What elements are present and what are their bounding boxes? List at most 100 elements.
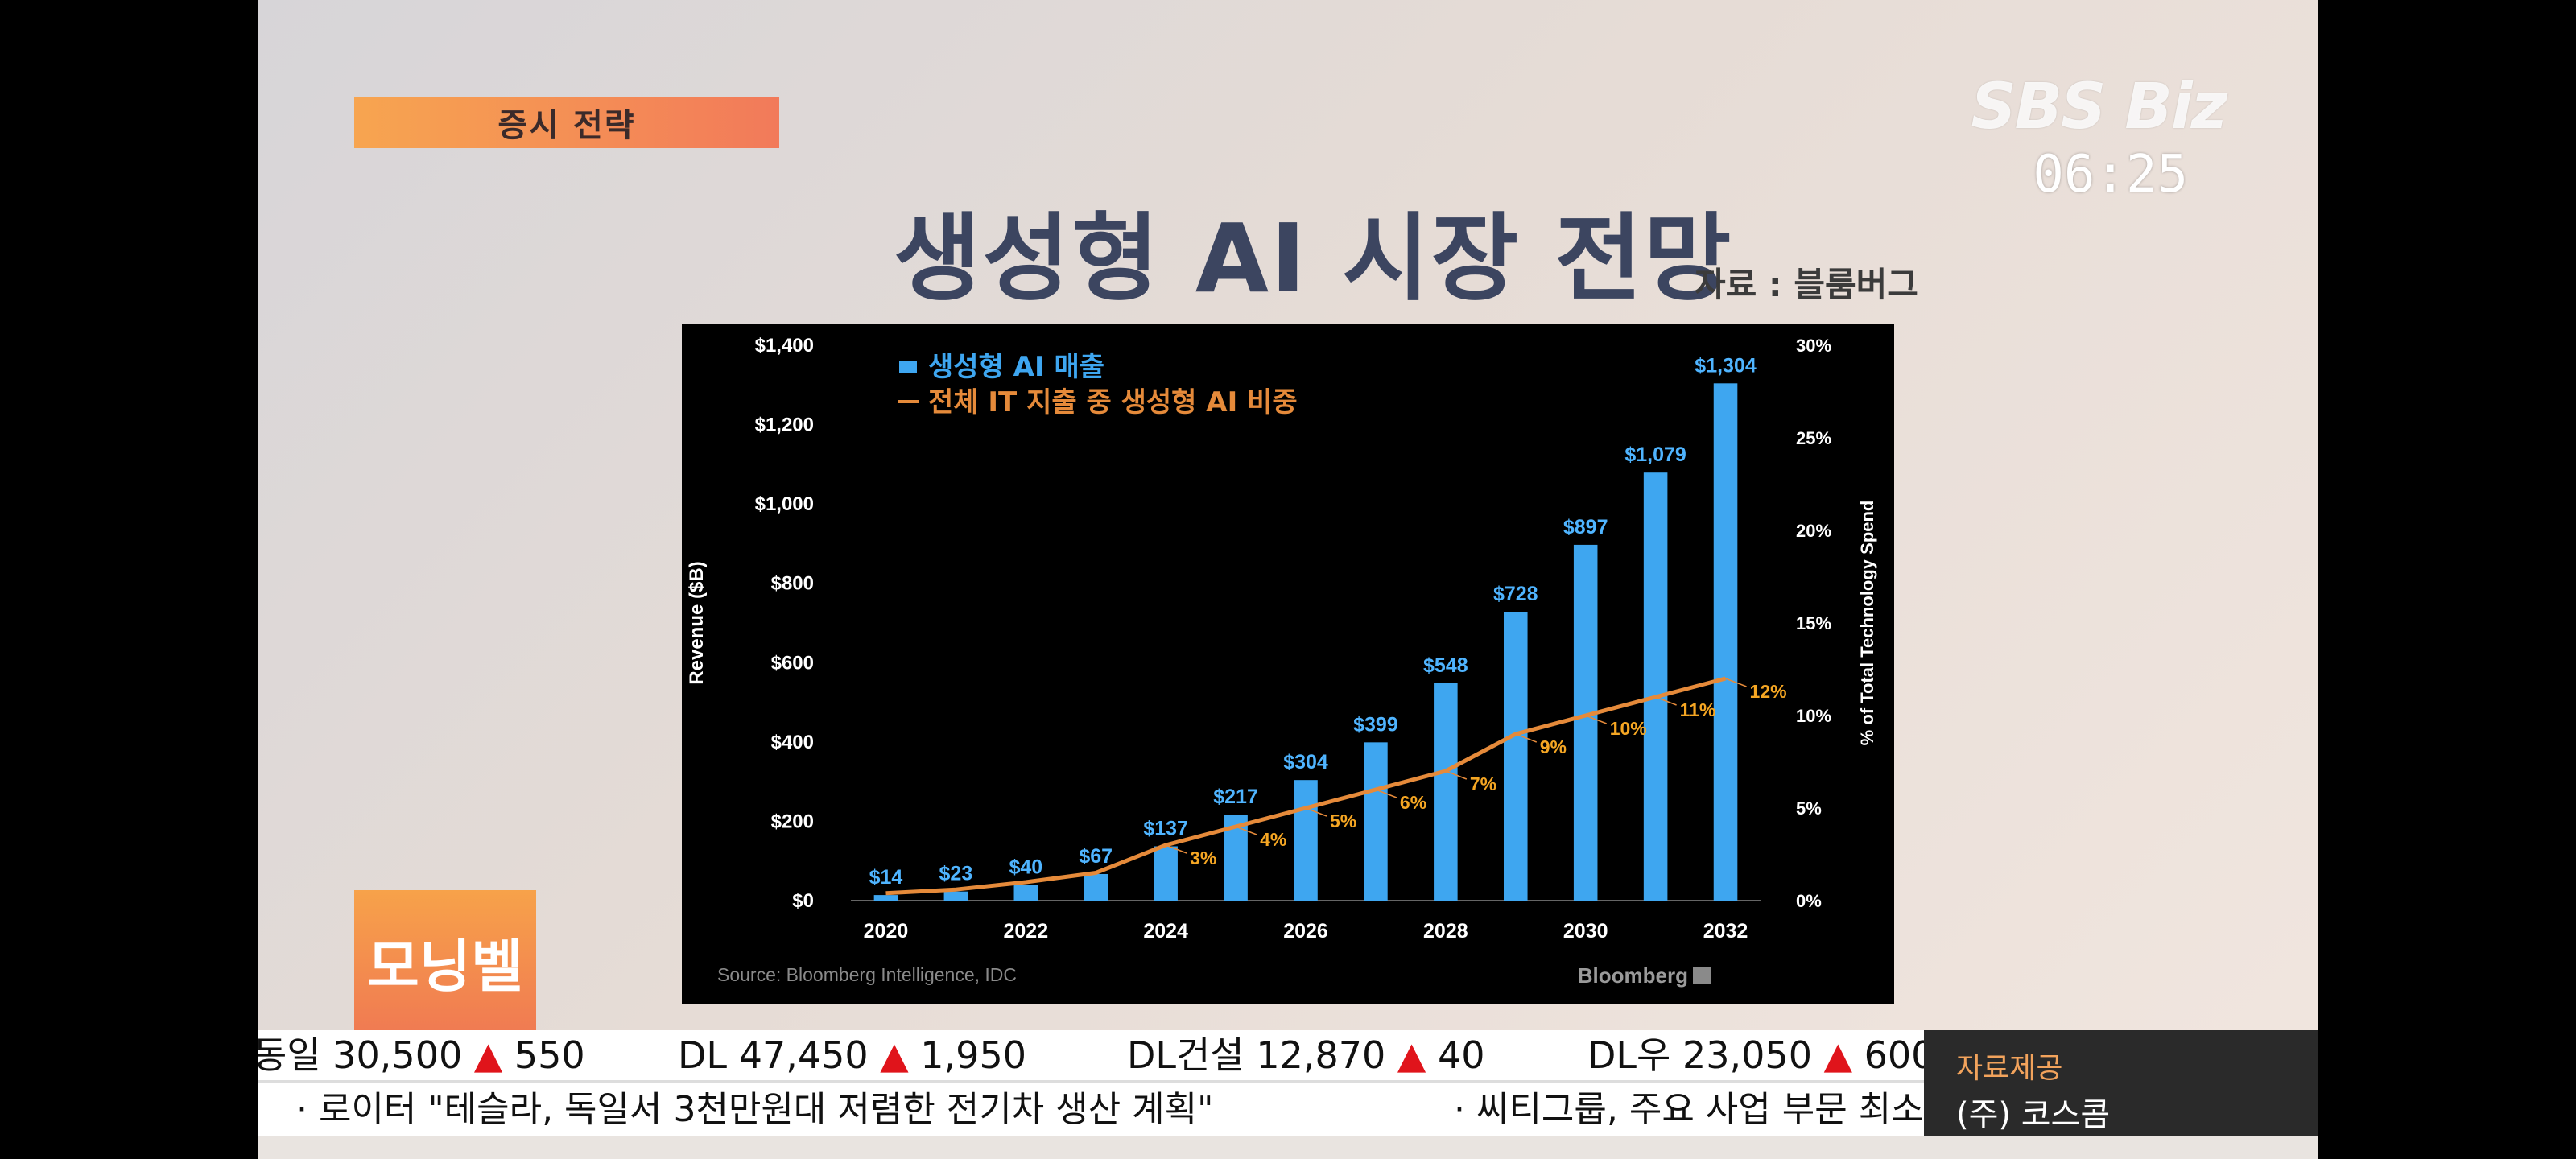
program-badge: 모닝벨: [354, 890, 536, 1033]
ticker-price: 30,500: [332, 1033, 463, 1077]
legend-line-label: 전체 IT 지출 중 생성형 AI 비중: [928, 386, 1298, 419]
line-label-leader: [1305, 807, 1327, 817]
bar-value-label: $14: [869, 866, 903, 889]
source-note: 자료 : 블룸버그: [1695, 265, 1918, 304]
line-value-label: 5%: [1330, 810, 1356, 831]
news-headline: · 씨티그룹, 주요 사업 부문 최소: [1454, 1089, 1924, 1130]
ticker-name: DL건설: [1127, 1033, 1245, 1077]
ticker-name: 동일: [258, 1033, 321, 1077]
bar-2024: [1154, 846, 1178, 901]
line-label-leader: [1585, 715, 1607, 724]
y-tick-label: $200: [771, 810, 814, 832]
line-value-label: 3%: [1190, 848, 1216, 868]
y-tick-label: $1,000: [755, 493, 814, 515]
ticker-change: 550: [514, 1033, 585, 1077]
bar-value-label: $217: [1213, 786, 1258, 808]
bottom-strip: [258, 1136, 2318, 1159]
ticker-item: 동일 30,500 ▲ 550: [258, 1030, 585, 1080]
bar-value-label: $137: [1143, 817, 1188, 839]
bar-2026: [1294, 780, 1318, 901]
provider-label: 자료제공: [1956, 1052, 2063, 1085]
up-arrow-icon: ▲: [1397, 1033, 1426, 1077]
line-label-leader: [1235, 826, 1257, 835]
x-tick-label: 2030: [1563, 920, 1608, 942]
y2-axis-title: % of Total Technology Spend: [1857, 501, 1877, 746]
bar-2029: [1503, 612, 1528, 901]
line-value-label: 11%: [1680, 699, 1716, 720]
line-value-label: 12%: [1750, 681, 1787, 702]
broadcast-clock: 06:25: [2033, 145, 2188, 204]
x-tick-label: 2020: [864, 920, 909, 942]
bar-2021: [943, 891, 968, 901]
bar-value-label: $548: [1423, 654, 1468, 677]
chart-panel: $0 $200 $400 $600 $800 $1,000 $1,200 $1,400 0% 5%…: [682, 324, 1894, 1004]
ticker-item: DL 47,450 ▲ 1,950: [678, 1030, 1026, 1080]
bar-value-label: $1,304: [1695, 354, 1757, 377]
bar-value-label: $897: [1563, 516, 1608, 538]
legend-bar-label: 생성형 AI 매출: [928, 351, 1104, 383]
data-provider-box: 자료제공 (주) 코스콤: [1924, 1030, 2318, 1136]
y2-tick-label: 30%: [1796, 336, 1831, 356]
bar-2020: [873, 895, 898, 901]
stock-ticker: 동일 30,500 ▲ 550 DL 47,450 ▲ 1,950 DL건설 1…: [258, 1030, 1924, 1080]
ticker-change: 1,950: [920, 1033, 1026, 1077]
bar-value-label: $40: [1009, 856, 1042, 878]
ticker-item: DL우 23,050 ▲ 600: [1587, 1030, 1924, 1080]
line-value-label: 10%: [1610, 718, 1647, 739]
bar-value-label: $23: [939, 863, 973, 885]
legend-bar-swatch: [899, 361, 917, 373]
provider-name: (주) 코스콤: [1956, 1096, 2111, 1133]
y-tick-label: $0: [792, 890, 814, 912]
segment-tag: 증시 전략: [354, 97, 779, 148]
line-value-label: 6%: [1400, 792, 1426, 813]
y-tick-label: $1,200: [755, 415, 814, 436]
up-arrow-icon: ▲: [1823, 1033, 1852, 1077]
y2-tick-label: 20%: [1796, 521, 1831, 541]
ticker-price: 47,450: [738, 1033, 869, 1077]
x-tick-label: 2024: [1143, 920, 1188, 942]
bar-value-label: $1,079: [1624, 443, 1686, 466]
ticker-name: DL: [678, 1033, 728, 1077]
bar-value-label: $399: [1353, 713, 1398, 736]
up-arrow-icon: ▲: [473, 1033, 503, 1077]
y-tick-label: $1,400: [755, 335, 814, 357]
line-label-leader: [1655, 696, 1677, 706]
bar-2028: [1434, 683, 1458, 901]
y-tick-label: $400: [771, 732, 814, 753]
ticker-price: 23,050: [1682, 1033, 1812, 1077]
ticker-item: DL건설 12,870 ▲ 40: [1127, 1030, 1484, 1080]
chart-source: Source: Bloomberg Intelligence, IDC: [717, 964, 1017, 985]
line-label-leader: [1375, 789, 1397, 798]
up-arrow-icon: ▲: [880, 1033, 909, 1077]
line-value-label: 9%: [1540, 736, 1567, 757]
line-label-leader: [1445, 770, 1468, 780]
y2-tick-label: 0%: [1796, 891, 1822, 911]
x-tick-label: 2026: [1283, 920, 1328, 942]
x-tick-label: 2022: [1003, 920, 1048, 942]
line-value-label: 4%: [1260, 829, 1286, 850]
y-tick-label: $600: [771, 652, 814, 674]
y-axis-title: Revenue ($B): [686, 561, 708, 684]
bar-value-label: $67: [1079, 845, 1113, 868]
y2-tick-label: 10%: [1796, 706, 1831, 726]
x-tick-label: 2028: [1423, 920, 1468, 942]
bloomberg-logo-icon: [1693, 967, 1711, 984]
ticker-name: DL우: [1587, 1033, 1671, 1077]
y2-tick-label: 5%: [1796, 798, 1822, 819]
broadcast-frame: 증시 전략 SBS Biz 06:25 생성형 AI 시장 전망 자료 : 블룸…: [258, 0, 2318, 1159]
y-tick-label: $800: [771, 573, 814, 595]
line-value-label: 7%: [1470, 773, 1496, 794]
news-crawl: · 로이터 "테슬라, 독일서 3천만원대 저렴한 전기차 생산 계획" · 씨…: [258, 1080, 1924, 1140]
bar-value-label: $728: [1493, 583, 1538, 605]
ticker-change: 40: [1437, 1033, 1485, 1077]
bar-value-label: $304: [1283, 751, 1328, 773]
bar-2032: [1713, 383, 1738, 901]
slide-title: 생성형 AI 시장 전망: [894, 203, 1733, 314]
chart-svg: $0 $200 $400 $600 $800 $1,000 $1,200 $1,400 0% 5%…: [686, 335, 1877, 988]
y2-tick-label: 25%: [1796, 428, 1831, 448]
channel-logo: SBS Biz: [1971, 71, 2227, 143]
y2-tick-label: 15%: [1796, 613, 1831, 633]
line-label-leader: [1725, 678, 1747, 687]
x-tick-label: 2032: [1703, 920, 1748, 942]
bar-2023: [1084, 873, 1108, 901]
